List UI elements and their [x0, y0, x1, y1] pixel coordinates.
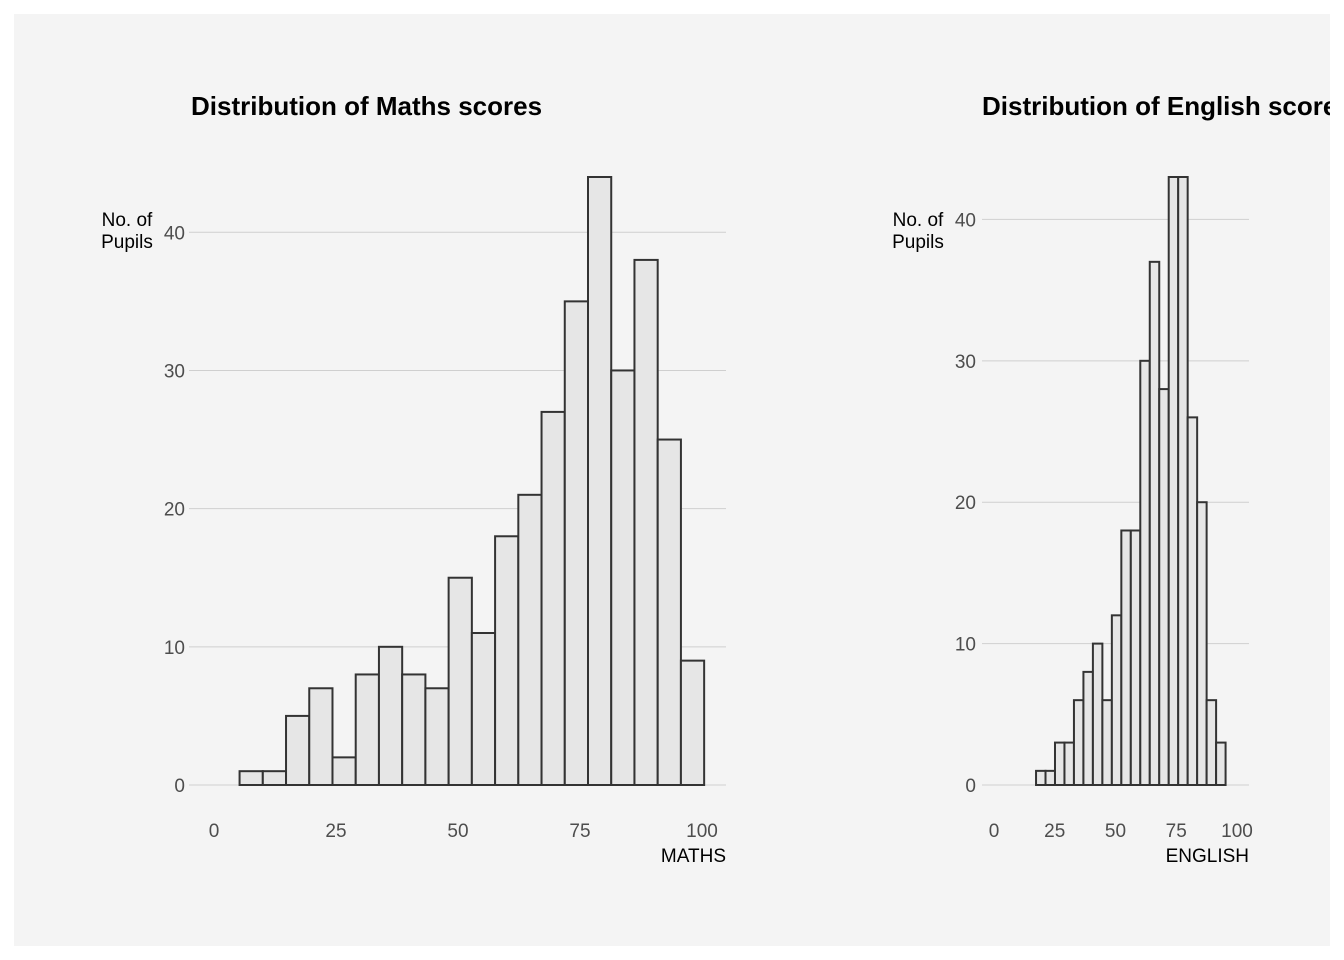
y-tick-label: 10	[164, 638, 185, 659]
histogram-bar	[424, 687, 450, 786]
chart-title: Distribution of Maths scores	[191, 91, 542, 121]
histogram-bar	[1148, 260, 1161, 786]
histogram-bar	[331, 756, 357, 787]
x-tick-label: 100	[1221, 821, 1253, 842]
y-tick-label: 40	[164, 223, 185, 244]
histogram-bar	[656, 438, 682, 786]
histogram-bar	[470, 632, 497, 786]
x-tick-label: 75	[569, 821, 590, 842]
chart-title: Distribution of English scores	[982, 91, 1330, 121]
histogram-bar	[1044, 769, 1056, 787]
histogram-bar	[679, 659, 706, 786]
histogram-bar	[1101, 699, 1113, 786]
histogram-bar	[1215, 741, 1227, 787]
chart-panel: 0 10 20 30 40 0 25 50 75 100 Distribution of Maths…	[14, 14, 1330, 946]
histogram-bar	[1072, 699, 1085, 786]
histogram-bar	[540, 410, 566, 786]
histogram-bar	[494, 535, 520, 786]
histogram-bar	[447, 576, 473, 787]
x-axis-label: ENGLISH	[1166, 846, 1249, 867]
x-tick-label: 50	[447, 821, 468, 842]
y-axis-label-line2: Pupils	[101, 232, 153, 253]
histogram-bar	[1196, 501, 1208, 786]
y-tick-label: 30	[955, 352, 976, 373]
y-tick-label: 20	[955, 493, 976, 514]
y-axis-label-line1: No. of	[893, 210, 944, 231]
histogram-bar	[1091, 642, 1104, 787]
histogram-bar	[1035, 769, 1047, 787]
y-tick-label: 40	[955, 210, 976, 231]
histogram-bar	[1186, 416, 1199, 786]
histogram-bar	[261, 770, 288, 787]
histogram-bar	[1053, 741, 1066, 787]
histogram-bar	[1120, 529, 1132, 786]
x-tick-label: 75	[1166, 821, 1187, 842]
x-tick-label: 50	[1105, 821, 1126, 842]
x-tick-label: 25	[1044, 821, 1065, 842]
histogram-bar	[610, 369, 636, 786]
histogram-bar	[563, 300, 590, 786]
x-tick-label: 100	[686, 821, 718, 842]
y-tick-label: 0	[174, 776, 185, 797]
histogram-bar	[238, 770, 264, 787]
histogram-bar	[517, 493, 543, 786]
x-tick-label: 0	[989, 821, 1000, 842]
histogram-bar	[1082, 670, 1094, 787]
histogram-bar	[1167, 176, 1180, 786]
histogram-bar	[308, 687, 334, 786]
y-tick-label: 10	[955, 635, 976, 656]
histogram-bar	[401, 673, 427, 786]
y-tick-label: 20	[164, 500, 185, 521]
histogram-bar	[1063, 741, 1075, 787]
histogram-bar	[633, 258, 659, 786]
histogram-bar	[1139, 359, 1151, 786]
x-tick-label: 25	[325, 821, 346, 842]
y-axis-label-line2: Pupils	[892, 232, 944, 253]
x-tick-label: 0	[209, 821, 220, 842]
histogram-bar	[587, 176, 613, 786]
y-tick-label: 30	[164, 361, 185, 382]
y-tick-label: 0	[965, 776, 976, 797]
histogram-bar	[377, 645, 404, 786]
histogram-bar	[1129, 529, 1142, 786]
histogram-bar	[1205, 699, 1218, 786]
y-axis-label-line1: No. of	[102, 210, 153, 231]
x-axis-label: MATHS	[661, 846, 726, 867]
histogram-bar	[1177, 176, 1189, 786]
histogram-bar	[1158, 388, 1170, 786]
histogram-bar	[1110, 614, 1123, 786]
histogram-bar	[285, 714, 311, 787]
histogram-bar	[354, 673, 380, 786]
